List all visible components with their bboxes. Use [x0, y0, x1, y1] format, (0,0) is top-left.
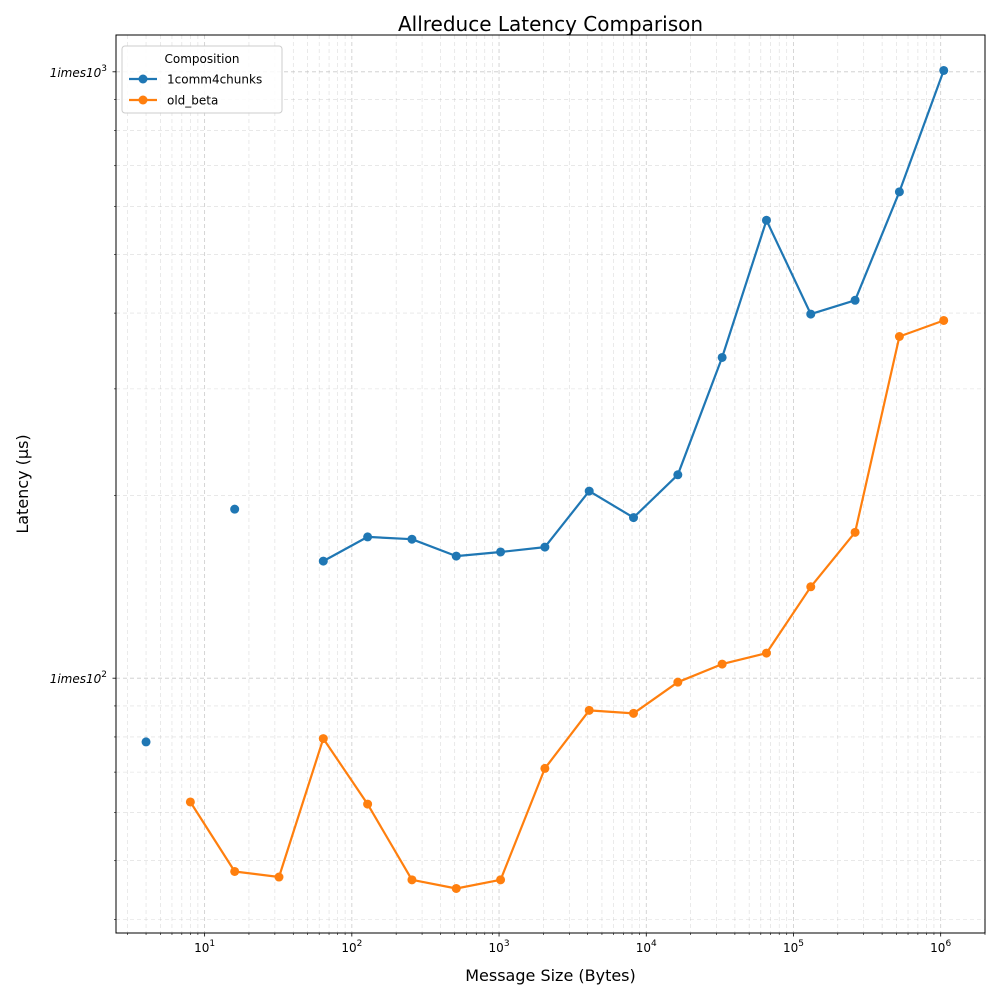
- data-point-old_beta: [407, 875, 417, 885]
- data-point-1comm4chunks: [230, 504, 240, 514]
- legend-box: [121, 45, 283, 114]
- data-point-old_beta: [850, 527, 860, 537]
- data-point-1comm4chunks: [540, 542, 550, 552]
- data-point-old_beta: [761, 648, 771, 658]
- data-point-old_beta: [185, 797, 195, 807]
- x-axis-title: Message Size (Bytes): [465, 966, 636, 985]
- data-point-old_beta: [673, 677, 683, 687]
- data-point-old_beta: [717, 659, 727, 669]
- data-point-1comm4chunks: [673, 470, 683, 480]
- data-point-1comm4chunks: [407, 534, 417, 544]
- data-point-1comm4chunks: [318, 556, 328, 566]
- x-tick-label: 102: [341, 939, 362, 955]
- data-point-old_beta: [274, 872, 284, 882]
- data-point-old_beta: [230, 866, 240, 876]
- data-point-1comm4chunks: [806, 309, 816, 319]
- data-point-1comm4chunks: [717, 352, 727, 362]
- x-tick-label: 106: [930, 939, 951, 955]
- data-point-old_beta: [939, 315, 949, 325]
- x-tick-label: 105: [783, 939, 804, 955]
- data-point-old_beta: [584, 705, 594, 715]
- data-point-old_beta: [629, 708, 639, 718]
- data-point-1comm4chunks: [629, 513, 639, 523]
- data-point-old_beta: [451, 883, 461, 893]
- data-point-old_beta: [894, 332, 904, 342]
- series-old_beta: [185, 315, 949, 893]
- x-tick-label: 101: [194, 939, 215, 955]
- data-point-1comm4chunks: [894, 187, 904, 197]
- plot-frame: [115, 34, 986, 934]
- data-point-1comm4chunks: [141, 737, 151, 747]
- data-point-1comm4chunks: [363, 532, 373, 542]
- data-point-old_beta: [806, 582, 816, 592]
- series-layer: [141, 65, 949, 893]
- data-point-old_beta: [318, 734, 328, 744]
- legend-title: Composition: [165, 52, 240, 66]
- data-point-1comm4chunks: [451, 551, 461, 561]
- y-tick-label: 1imes103: [50, 64, 107, 80]
- legend: Composition 1comm4chunks old_beta: [121, 45, 283, 114]
- data-point-1comm4chunks: [584, 486, 594, 496]
- data-point-old_beta: [540, 763, 550, 773]
- series-1comm4chunks: [141, 65, 949, 747]
- data-point-1comm4chunks: [496, 547, 506, 557]
- legend-label-old_beta: old_beta: [167, 94, 218, 108]
- legend-marker-old_beta: [138, 95, 148, 105]
- legend-marker-1comm4chunks: [138, 74, 148, 84]
- x-tick-label: 104: [636, 939, 657, 955]
- data-point-1comm4chunks: [939, 65, 949, 75]
- chart-title: Allreduce Latency Comparison: [398, 12, 703, 36]
- data-point-1comm4chunks: [850, 295, 860, 305]
- y-tick-label: 1imes102: [50, 670, 107, 686]
- y-axis-title: Latency (µs): [13, 434, 32, 533]
- grid: [116, 35, 986, 933]
- data-point-old_beta: [363, 799, 373, 809]
- axis-ticks: 101 102 103 104 105 106 1imes102 1imes103: [50, 64, 986, 955]
- data-point-old_beta: [496, 875, 506, 885]
- x-tick-label: 103: [489, 939, 510, 955]
- series-line-old_beta: [189, 319, 945, 890]
- data-point-1comm4chunks: [761, 215, 771, 225]
- legend-label-1comm4chunks: 1comm4chunks: [167, 73, 262, 87]
